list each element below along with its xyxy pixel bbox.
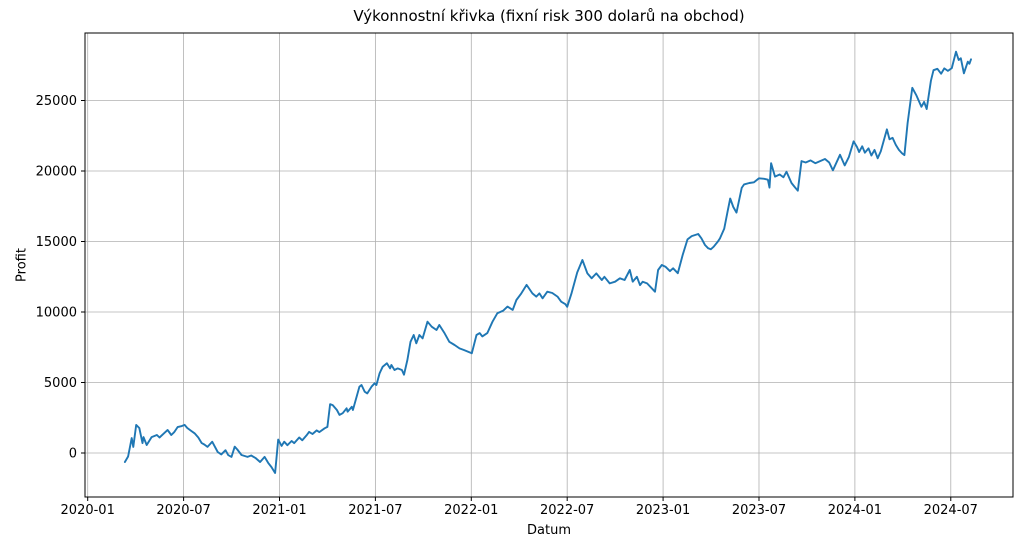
- x-axis-label: Datum: [527, 523, 571, 538]
- y-tick-label: 5000: [44, 376, 77, 391]
- x-tick-label: 2022-07: [540, 503, 594, 518]
- x-tick-label: 2022-01: [444, 503, 498, 518]
- plot-border: [84, 32, 1014, 498]
- y-tick-label: 15000: [36, 235, 77, 250]
- y-tick-label: 25000: [36, 94, 77, 109]
- x-tick-label: 2024-01: [828, 503, 882, 518]
- equity-curve-line: [123, 50, 972, 474]
- x-tick-label: 2020-07: [156, 503, 210, 518]
- y-axis-label-wrap: Profit: [14, 150, 30, 380]
- y-tick-label: 10000: [36, 306, 77, 321]
- x-tick-label: 2021-07: [348, 503, 402, 518]
- x-tick-label: 2024-07: [924, 503, 978, 518]
- x-tick-label: 2023-01: [636, 503, 690, 518]
- y-tick-label: 0: [69, 447, 77, 462]
- y-axis-label: Profit: [14, 248, 30, 282]
- x-tick-label: 2023-07: [732, 503, 786, 518]
- chart-title: Výkonnostní křivka (fixní risk 300 dolar…: [353, 7, 745, 25]
- x-tick-label: 2021-01: [252, 503, 306, 518]
- y-tick-label: 20000: [36, 165, 77, 180]
- x-tick-label: 2020-01: [61, 503, 115, 518]
